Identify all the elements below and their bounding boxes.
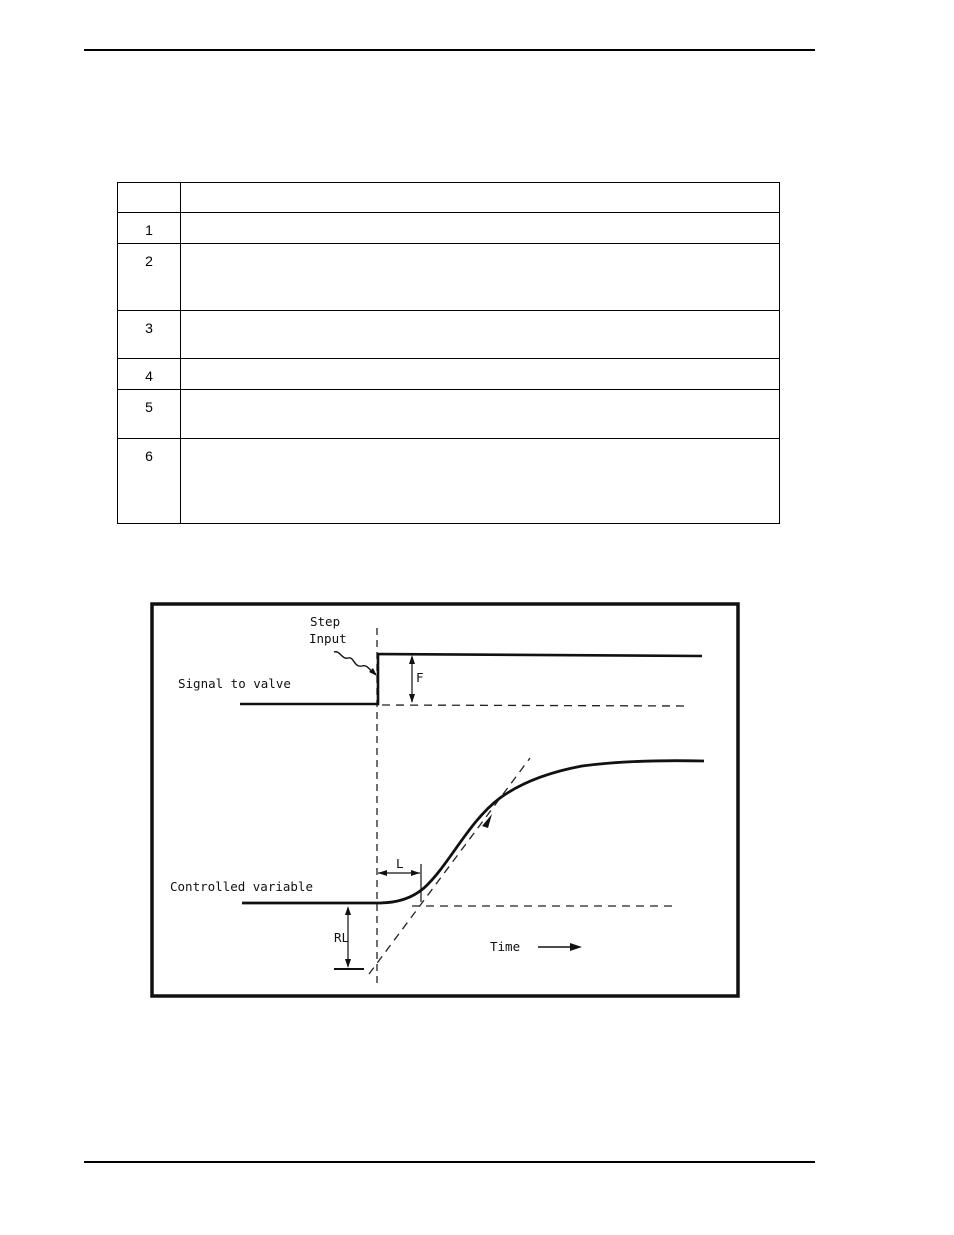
footer-rule xyxy=(84,1161,815,1163)
table-row: 5 xyxy=(117,389,780,439)
step-number: 3 xyxy=(117,310,181,359)
rl-label: RL xyxy=(334,930,349,945)
signal-to-valve-label: Signal to valve xyxy=(178,676,291,691)
rl-arrow-down-icon xyxy=(345,959,351,968)
step-description xyxy=(180,358,780,390)
table-header-desc xyxy=(180,182,780,213)
table-row: 1 xyxy=(117,212,780,244)
step-description xyxy=(180,438,780,524)
time-label: Time xyxy=(490,939,520,954)
step-description xyxy=(180,310,780,359)
f-label: F xyxy=(416,670,424,685)
step-label-line1: Step xyxy=(310,614,340,629)
valve-signal-trace xyxy=(240,652,703,706)
step-description xyxy=(180,243,780,311)
time-arrow-icon xyxy=(570,943,582,951)
step-response-figure: F Step Input Signal to valve Controlled … xyxy=(150,602,740,998)
table-row: 4 xyxy=(117,358,780,390)
step-description xyxy=(180,389,780,439)
step-label-line2: Input xyxy=(309,631,347,646)
table-row: 3 xyxy=(117,310,780,359)
table-row: 2 xyxy=(117,243,780,311)
l-label: L xyxy=(396,856,404,871)
figure-frame xyxy=(150,602,740,998)
step-number: 1 xyxy=(117,212,181,244)
step-number: 2 xyxy=(117,243,181,311)
steps-table: 1 2 3 4 5 6 xyxy=(117,182,780,524)
table-header-row xyxy=(117,182,780,213)
step-number: 5 xyxy=(117,389,181,439)
step-input-pointer xyxy=(333,651,377,675)
controlled-variable-curve xyxy=(242,759,705,905)
tangent-arrow-icon xyxy=(482,814,492,828)
rl-arrow-up-icon xyxy=(345,906,351,915)
signal-baseline-dashed xyxy=(381,704,689,707)
controlled-variable-label: Controlled variable xyxy=(170,879,313,894)
step-number: 4 xyxy=(117,358,181,390)
l-arrow-left-icon xyxy=(378,870,387,876)
step-number: 6 xyxy=(117,438,181,524)
f-arrow-down-icon xyxy=(409,694,415,703)
step-description xyxy=(180,212,780,244)
table-row: 6 xyxy=(117,438,780,524)
inflection-tangent-line xyxy=(368,757,531,975)
step-response-diagram: F Step Input Signal to valve Controlled … xyxy=(150,602,740,998)
header-rule xyxy=(84,49,815,51)
l-arrow-right-icon xyxy=(411,870,420,876)
step-input-arrow-icon xyxy=(369,668,377,676)
table-header-num xyxy=(117,182,181,213)
f-arrow-up-icon xyxy=(409,655,415,664)
